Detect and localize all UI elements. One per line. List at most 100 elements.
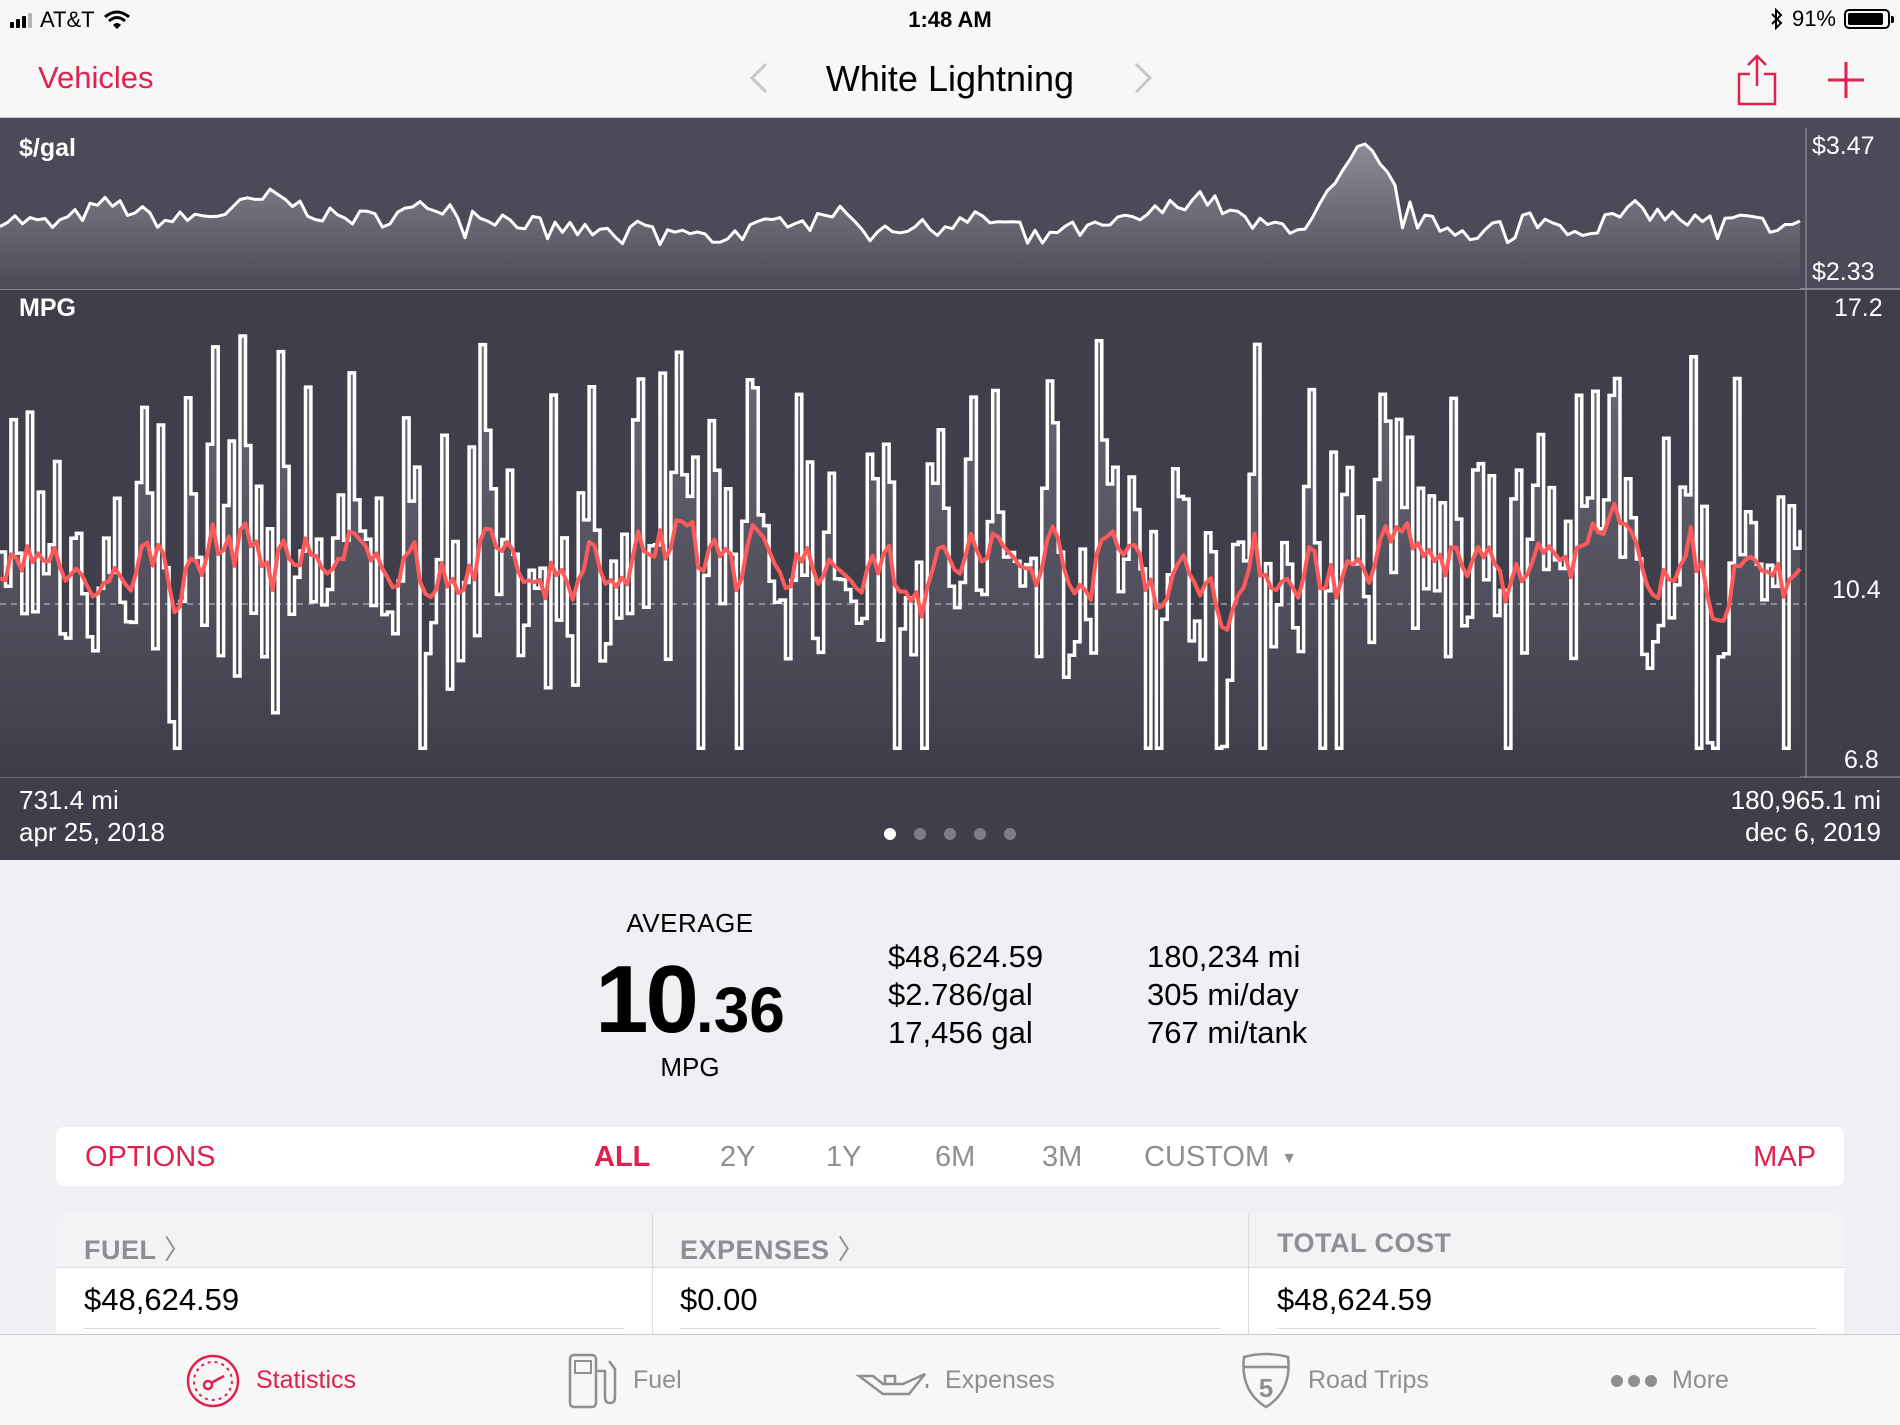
tab-road-trips-label: Road Trips — [1308, 1366, 1429, 1394]
column-divider — [1248, 1214, 1249, 1334]
chevron-right-icon[interactable] — [1122, 58, 1162, 98]
interstate-shield-icon: 5 — [1242, 1352, 1290, 1408]
end-miles: 180,965.1 mi — [1730, 785, 1881, 815]
period-3m[interactable]: 3M — [1042, 1141, 1083, 1173]
chart-end-info: 180,965.1 mi dec 6, 2019 — [1731, 784, 1881, 848]
total-cost-header: TOTAL COST — [1277, 1228, 1452, 1258]
tab-more-label: More — [1672, 1366, 1729, 1394]
custom-label: CUSTOM — [1144, 1141, 1270, 1173]
mpg-line — [0, 334, 1802, 751]
mpg-axis-title: MPG — [19, 294, 76, 322]
battery-icon — [1844, 9, 1894, 29]
tab-statistics-label: Statistics — [256, 1366, 357, 1394]
price-min-label: $2.33 — [1812, 258, 1875, 286]
caret-down-icon: ▼ — [1281, 1150, 1298, 1167]
fuel-pump-icon — [568, 1353, 617, 1408]
fuel-chart[interactable] — [0, 118, 1900, 860]
fuel-header[interactable]: FUEL 〉 — [84, 1228, 192, 1267]
bluetooth-icon — [1771, 8, 1783, 30]
cost-stats: $48,624.59 $2.786/gal 17,456 gal — [888, 938, 1043, 1052]
page-dot[interactable] — [884, 828, 896, 840]
status-time: 1:48 AM — [908, 7, 992, 32]
mpg-area — [0, 336, 1800, 777]
average-unit: MPG — [660, 1052, 720, 1082]
page-dot[interactable] — [944, 828, 956, 840]
tab-fuel-label: Fuel — [633, 1366, 682, 1394]
mpg-max-label: 17.2 — [1834, 294, 1883, 322]
page-dot[interactable] — [974, 828, 986, 840]
price-line — [0, 142, 1801, 247]
status-right: 91% — [1770, 6, 1894, 32]
status-left: AT&T — [10, 7, 131, 33]
navigation-bar: Vehicles White Lightning — [0, 40, 1900, 118]
chevron-left-icon[interactable] — [740, 58, 780, 98]
plus-icon[interactable] — [1822, 56, 1870, 104]
expenses-header-label: EXPENSES — [680, 1235, 830, 1265]
carrier-label: AT&T — [40, 7, 95, 32]
total-cost: $48,624.59 — [888, 939, 1044, 974]
period-6m[interactable]: 6M — [935, 1141, 976, 1173]
average-dec: .36 — [695, 974, 785, 1046]
price-per-gallon: $2.786/gal — [888, 977, 1033, 1012]
row-divider — [1277, 1328, 1817, 1329]
vehicle-title: White Lightning — [825, 58, 1075, 99]
mpg-min-label: 6.8 — [1844, 746, 1879, 774]
tab-fuel[interactable]: Fuel — [565, 1335, 682, 1425]
chart-start-info: 731.4 mi apr 25, 2018 — [19, 784, 165, 848]
table-header — [56, 1214, 1844, 1268]
signal-icon — [10, 12, 32, 28]
price-area — [0, 144, 1800, 289]
tab-statistics[interactable]: Statistics — [184, 1335, 356, 1425]
average-mpg-value: 10.36 — [560, 945, 820, 1055]
column-divider — [652, 1214, 653, 1334]
total-gallons: 17,456 gal — [888, 1015, 1033, 1050]
battery-percent: 91% — [1791, 6, 1836, 31]
start-miles: 731.4 mi — [19, 785, 119, 815]
chevron-right-icon: 〉 — [164, 1235, 192, 1265]
page-indicator[interactable] — [0, 828, 1900, 840]
end-date: dec 6, 2019 — [1745, 817, 1881, 847]
chevron-right-icon: 〉 — [837, 1235, 866, 1265]
period-all[interactable]: ALL — [594, 1141, 651, 1173]
total-miles: 180,234 mi — [1147, 939, 1301, 974]
tab-expenses-label: Expenses — [945, 1366, 1055, 1394]
average-title: AVERAGE — [626, 908, 754, 938]
period-selector: OPTIONS ALL 2Y 1Y 6M 3M CUSTOM ▼ MAP — [56, 1127, 1844, 1186]
charts-panel[interactable]: $/gal $3.47 $2.33 MPG 17.2 10.4 6.8 731.… — [0, 118, 1900, 860]
row-divider — [680, 1328, 1220, 1329]
svg-text:5: 5 — [1259, 1373, 1273, 1403]
expenses-value: $0.00 — [680, 1282, 758, 1317]
status-bar: AT&T 1:48 AM 91% — [0, 0, 1900, 40]
map-button[interactable]: MAP — [1753, 1141, 1816, 1173]
page-dot[interactable] — [1004, 828, 1016, 840]
fuel-header-label: FUEL — [84, 1235, 157, 1265]
expenses-header[interactable]: EXPENSES 〉 — [680, 1228, 865, 1267]
page-dot[interactable] — [914, 828, 926, 840]
tab-more[interactable]: More — [1610, 1335, 1729, 1425]
fuel-value: $48,624.59 — [84, 1282, 240, 1317]
mpg-avg-label: 10.4 — [1832, 576, 1881, 604]
period-custom[interactable]: CUSTOM ▼ — [1144, 1141, 1297, 1174]
price-axis-title: $/gal — [19, 134, 76, 162]
oil-can-icon — [855, 1372, 929, 1395]
distance-stats: 180,234 mi 305 mi/day 767 mi/tank — [1147, 938, 1307, 1052]
period-2y[interactable]: 2Y — [720, 1141, 756, 1173]
row-divider — [84, 1328, 624, 1329]
price-max-label: $3.47 — [1812, 132, 1875, 160]
more-dots-icon — [1611, 1374, 1657, 1387]
tab-expenses[interactable]: Expenses — [855, 1335, 1055, 1425]
tab-bar: Statistics Fuel Expenses 5 Road Trips Mo… — [0, 1334, 1900, 1425]
period-1y[interactable]: 1Y — [826, 1141, 862, 1173]
options-button[interactable]: OPTIONS — [85, 1141, 216, 1173]
mpg-average-line — [0, 501, 1802, 632]
average-int: 10 — [595, 946, 699, 1053]
vehicles-back-button[interactable]: Vehicles — [38, 60, 154, 95]
miles-per-tank: 767 mi/tank — [1147, 1015, 1308, 1050]
tab-road-trips[interactable]: 5 Road Trips — [1238, 1335, 1429, 1425]
wifi-icon — [103, 10, 130, 29]
cost-summary-table: FUEL 〉 EXPENSES 〉 TOTAL COST $48,624.59 … — [56, 1214, 1844, 1334]
start-date: apr 25, 2018 — [19, 817, 166, 847]
share-icon[interactable] — [1732, 52, 1782, 108]
total-cost-value: $48,624.59 — [1277, 1282, 1433, 1317]
miles-per-day: 305 mi/day — [1147, 977, 1299, 1012]
